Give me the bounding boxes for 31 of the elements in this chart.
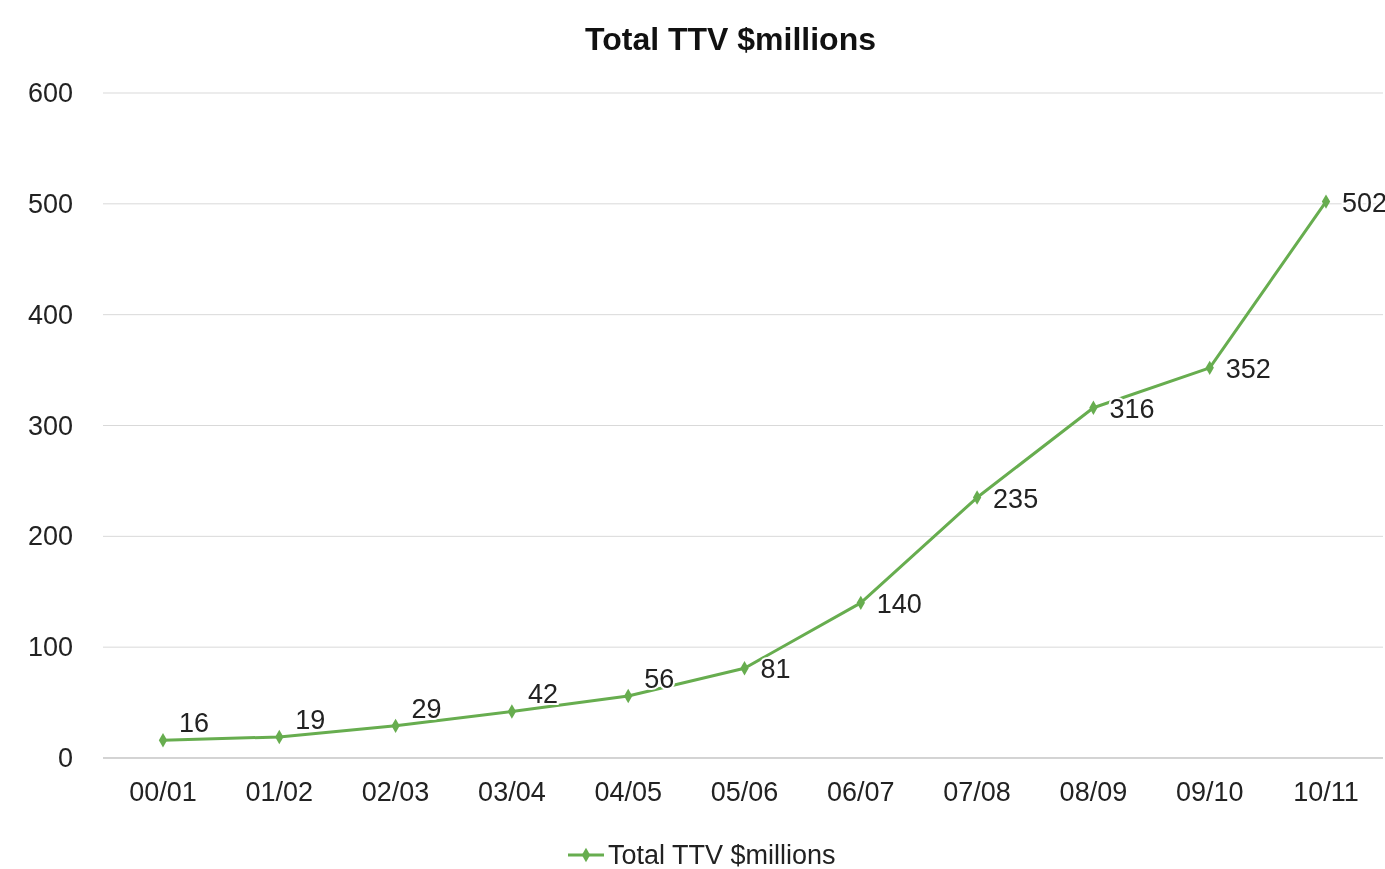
data-label: 19 — [295, 704, 326, 735]
data-label: 352 — [1225, 353, 1271, 384]
data-label: 56 — [644, 663, 675, 694]
y-tick-label: 500 — [27, 188, 73, 219]
data-label: 16 — [179, 708, 210, 739]
x-tick-label: 02/03 — [361, 777, 430, 807]
data-label: 140 — [876, 588, 922, 619]
x-tick-label: 10/11 — [1293, 777, 1359, 807]
y-tick-label: 400 — [27, 299, 73, 330]
legend-label: Total TTV $millions — [608, 840, 836, 869]
y-tick-label: 300 — [27, 410, 73, 441]
x-tick-label: 00/01 — [129, 777, 197, 807]
data-label: 235 — [993, 483, 1039, 514]
x-tick-label: 03/04 — [478, 777, 546, 807]
x-tick-label: 07/08 — [943, 777, 1011, 807]
x-tick-label: 05/06 — [710, 777, 779, 807]
x-tick-label: 09/10 — [1175, 777, 1244, 807]
x-tick-label: 06/07 — [827, 777, 895, 807]
x-tick-label: 04/05 — [594, 777, 662, 807]
y-tick-label: 0 — [57, 743, 73, 773]
data-label: 502 — [1342, 187, 1385, 218]
data-label: 42 — [527, 679, 558, 710]
data-label: 316 — [1109, 393, 1155, 424]
y-tick-label: 100 — [27, 632, 73, 663]
x-tick-label: 01/02 — [245, 777, 314, 807]
y-tick-label: 200 — [27, 521, 73, 552]
data-label: 29 — [411, 693, 442, 724]
x-tick-label: 08/09 — [1059, 777, 1128, 807]
chart-title: Total TTV $millions — [585, 21, 876, 57]
data-label: 81 — [760, 654, 791, 685]
y-tick-label: 600 — [27, 78, 73, 108]
